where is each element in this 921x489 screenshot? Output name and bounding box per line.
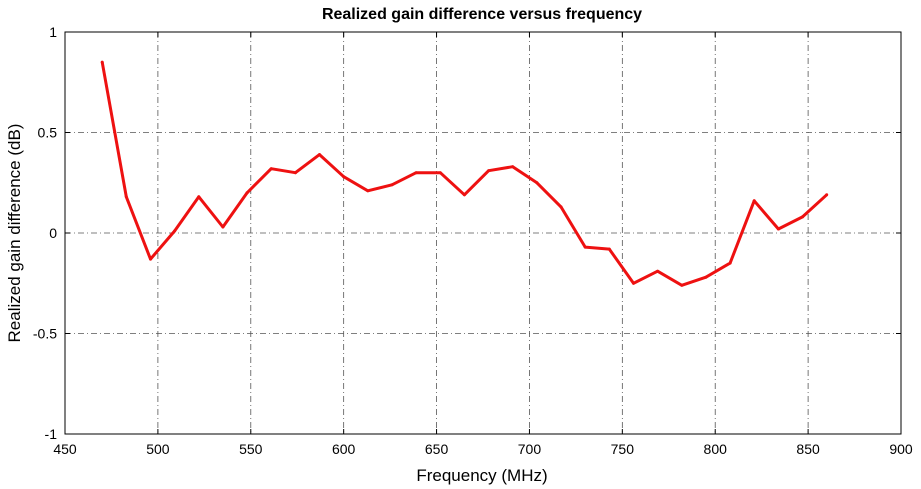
data-point	[197, 195, 201, 199]
data-point	[825, 193, 829, 197]
data-point	[487, 169, 491, 173]
data-point	[390, 183, 394, 187]
data-point	[173, 229, 177, 233]
x-tick-label: 850	[796, 441, 820, 457]
x-tick-label: 600	[332, 441, 356, 457]
data-point	[124, 195, 128, 199]
y-tick-label: -0.5	[33, 326, 57, 342]
x-tick-label: 800	[704, 441, 728, 457]
y-tick-label: 0.5	[38, 125, 58, 141]
data-point	[559, 205, 563, 209]
data-point	[752, 199, 756, 203]
x-tick-label: 550	[239, 441, 263, 457]
chart-title: Realized gain difference versus frequenc…	[322, 6, 642, 23]
data-point	[607, 247, 611, 251]
data-point	[583, 245, 587, 249]
x-tick-label: 650	[425, 441, 449, 457]
grid-lines	[65, 32, 901, 434]
data-point	[100, 60, 104, 64]
data-point	[704, 275, 708, 279]
data-point	[149, 257, 152, 261]
data-point	[801, 215, 804, 219]
data-point	[680, 283, 684, 287]
data-point	[438, 171, 442, 175]
data-point	[245, 191, 249, 195]
data-point	[535, 181, 539, 185]
data-point	[632, 281, 635, 285]
data-point	[366, 189, 370, 193]
y-tick-label: 1	[49, 24, 57, 40]
data-point	[318, 153, 321, 157]
data-point	[293, 171, 297, 175]
x-tick-label: 900	[889, 441, 913, 457]
x-tick-label: 500	[146, 441, 170, 457]
data-point	[728, 261, 732, 265]
data-point	[511, 165, 515, 169]
data-point	[342, 175, 346, 179]
data-point	[462, 193, 466, 197]
x-tick-label: 750	[611, 441, 635, 457]
x-tick-label: 450	[53, 441, 77, 457]
data-point	[221, 225, 225, 229]
series-line-0	[100, 61, 828, 287]
data-point	[269, 167, 273, 171]
x-tick-label: 700	[518, 441, 542, 457]
data-point	[414, 171, 418, 175]
series-layer	[100, 60, 829, 287]
data-point	[656, 269, 660, 273]
y-tick-label: -1	[45, 426, 58, 442]
y-axis-label: Realized gain difference (dB)	[5, 124, 24, 343]
y-tick-label: 0	[49, 225, 57, 241]
x-axis-label: Frequency (MHz)	[416, 466, 547, 485]
data-point	[776, 227, 780, 231]
axis-ticks: 450 500 550 600 650 700 750 800 850 900 -1 -0.5 0 0.5…	[33, 24, 913, 457]
